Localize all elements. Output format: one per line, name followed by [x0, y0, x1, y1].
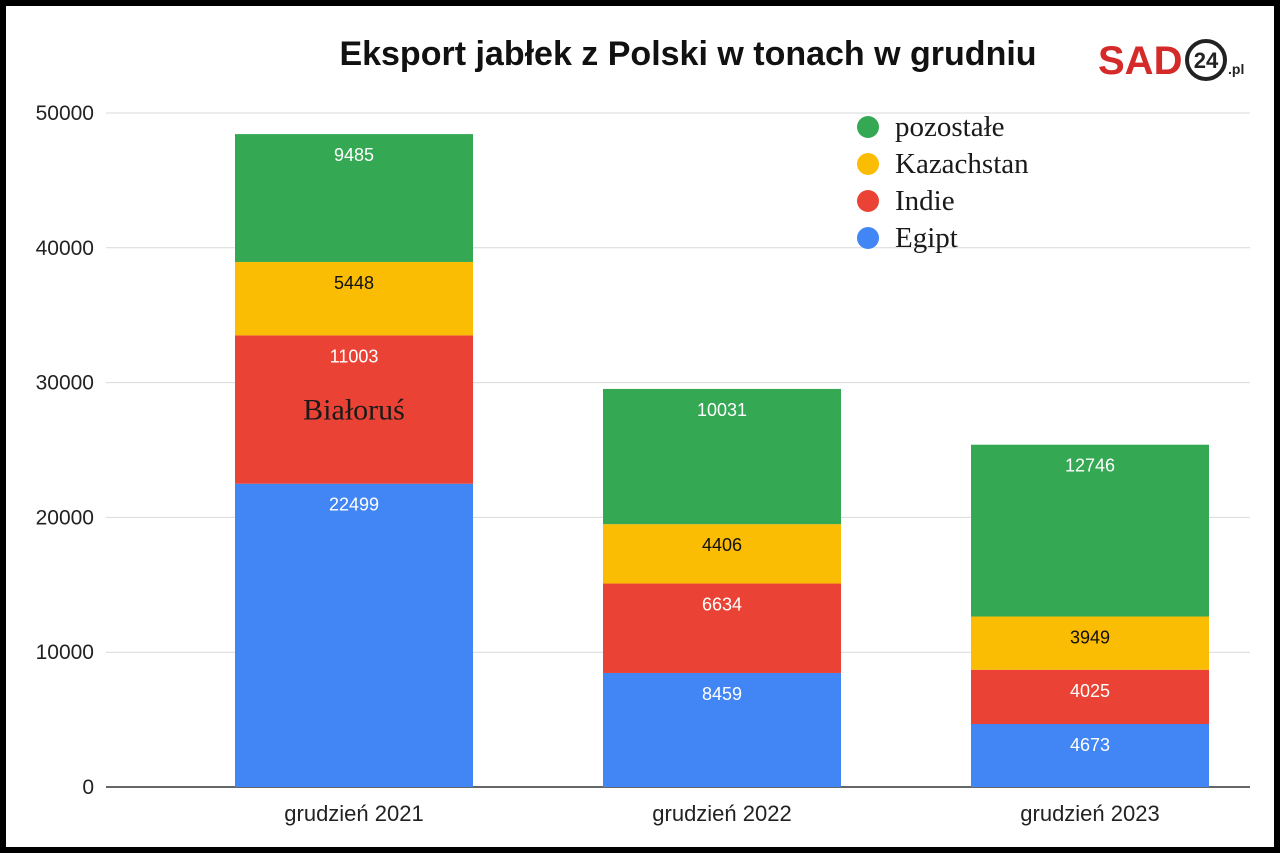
data-label: 8459 — [702, 684, 742, 704]
legend-marker-icon — [857, 153, 879, 175]
data-label: 12746 — [1065, 456, 1115, 476]
bar-segment-indie — [603, 583, 841, 673]
bar-segment-indie — [235, 335, 473, 484]
legend-label: Indie — [895, 185, 955, 217]
legend-label: pozostałe — [895, 111, 1005, 143]
bar-segment-egipt — [971, 724, 1209, 787]
bar-segment-pozostałe — [971, 444, 1209, 617]
logo-suffix-text: .pl — [1228, 61, 1244, 77]
bar-segment-pozostałe — [603, 388, 841, 525]
y-tick-label: 30000 — [36, 372, 94, 395]
bar-segment-egipt — [603, 672, 841, 787]
data-label: 5448 — [334, 273, 374, 293]
data-label: 9485 — [334, 145, 374, 165]
bar-segment-kazachstan — [971, 616, 1209, 670]
bar-segment-kazachstan — [235, 261, 473, 336]
bar-segment-indie — [971, 669, 1209, 725]
x-tick-label: grudzień 2023 — [1020, 801, 1159, 826]
data-labels: 22499 11003 5448 9485 8459 6634 4406 10031 4673 4… — [329, 145, 1115, 755]
annotations: Białoruś — [303, 394, 405, 427]
y-axis-ticks: 0 10000 20000 30000 40000 50000 — [36, 102, 94, 799]
data-label: 11003 — [330, 346, 379, 366]
y-tick-label: 10000 — [36, 641, 94, 664]
bar-segment-egipt — [235, 483, 473, 787]
x-tick-label: grudzień 2021 — [284, 801, 423, 826]
y-tick-label: 50000 — [36, 102, 94, 125]
logo-number-text: 24 — [1194, 48, 1219, 73]
data-label: 4406 — [702, 535, 742, 555]
y-tick-label: 40000 — [36, 237, 94, 260]
data-label: 6634 — [702, 595, 742, 615]
logo-brand-text: SAD — [1098, 39, 1182, 83]
annotation-label: Białoruś — [303, 394, 405, 427]
x-axis-labels: grudzień 2021 grudzień 2022 grudzień 2023 — [284, 801, 1159, 826]
data-label: 3949 — [1070, 628, 1110, 648]
data-label: 4025 — [1070, 681, 1110, 701]
x-tick-label: grudzień 2022 — [652, 801, 791, 826]
sad24-logo: SAD 24 .pl — [1098, 39, 1244, 83]
legend-marker-icon — [857, 190, 879, 212]
data-label: 22499 — [329, 495, 379, 515]
logo-ring-icon — [1185, 39, 1227, 81]
legend: pozostałe Kazachstan Indie Egipt — [857, 111, 1029, 254]
data-label: 10031 — [697, 400, 747, 420]
bar-segment-pozostałe — [235, 134, 473, 262]
chart-title: Eksport jabłek z Polski w tonach w grudn… — [339, 35, 1036, 73]
bars — [235, 134, 1209, 787]
legend-marker-icon — [857, 227, 879, 249]
legend-label: Kazachstan — [895, 148, 1029, 180]
chart-frame: Eksport jabłek z Polski w tonach w grudn… — [6, 6, 1274, 847]
y-tick-label: 0 — [82, 776, 94, 799]
stacked-bar-chart: Eksport jabłek z Polski w tonach w grudn… — [36, 35, 1250, 826]
legend-label: Egipt — [895, 222, 958, 254]
data-label: 4673 — [1070, 735, 1110, 755]
bar-segment-kazachstan — [603, 524, 841, 584]
legend-marker-icon — [857, 116, 879, 138]
y-tick-label: 20000 — [36, 506, 94, 529]
